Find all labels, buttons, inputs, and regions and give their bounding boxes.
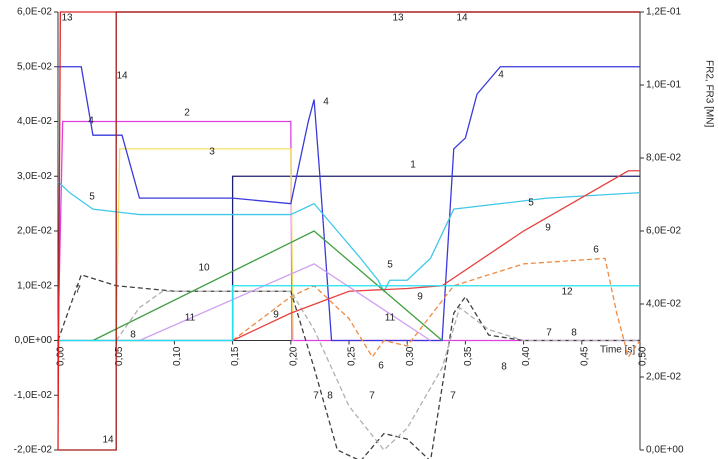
series-label: 8	[327, 391, 333, 402]
x-tick-label: 0,10	[172, 346, 183, 366]
x-tick-label: 0,20	[288, 346, 299, 366]
x-axis-label: Time [s]	[600, 345, 635, 356]
series-line	[58, 285, 640, 342]
y-tick-label: 3,0E-02	[17, 171, 52, 182]
y-tick-label: 1,0E-02	[17, 280, 52, 291]
x-tick-label: 0,00	[56, 346, 67, 366]
x-tick-label: 0,25	[347, 346, 358, 366]
y-tick-label: 0,0E+00	[14, 335, 52, 346]
x-tick-label: 0,30	[405, 346, 416, 366]
y2-tick-label: 2,0E-02	[646, 372, 681, 383]
series-label: 11	[385, 313, 396, 324]
series-label: 2	[184, 108, 190, 119]
x-tick-label: 0,05	[114, 346, 125, 366]
series-label: 13	[61, 13, 73, 24]
series-label: 7	[369, 391, 375, 402]
series-label: 8	[501, 362, 507, 373]
x-tick-label: 0,40	[521, 346, 532, 366]
y2-tick-label: 6,0E-02	[646, 226, 681, 237]
series-line	[57, 181, 641, 293]
series-label: 6	[593, 245, 599, 256]
series-line	[232, 170, 640, 342]
series-label: 12	[561, 287, 573, 298]
y2-tick-label: 1,0E-01	[646, 80, 681, 91]
series-label: 13	[392, 13, 404, 24]
series-label: 7	[75, 285, 81, 296]
series-line	[58, 66, 640, 342]
series-label: 4	[88, 116, 94, 127]
series-label: 9	[417, 292, 423, 303]
series-line	[57, 120, 640, 342]
series-label: 5	[89, 192, 95, 203]
y2-tick-label: 1,2E-01	[646, 7, 681, 18]
series-label: 6	[378, 361, 384, 372]
series-line	[58, 175, 640, 342]
series-label: 8	[571, 328, 577, 339]
series-label: 10	[198, 263, 210, 274]
series-label: 7	[450, 391, 456, 402]
series-label: 7	[546, 328, 552, 339]
y-tick-label: 4,0E-02	[17, 116, 52, 127]
y-tick-label: -1,0E-02	[14, 390, 53, 401]
y-tick-label: 5,0E-02	[17, 61, 52, 72]
series-label: 9	[545, 223, 551, 234]
series-line	[58, 11, 640, 451]
series-label: 14	[116, 71, 128, 82]
series-line	[139, 263, 431, 342]
series-line	[115, 290, 640, 451]
series-line	[57, 273, 640, 459]
series-label: 3	[209, 147, 215, 158]
series-line	[57, 11, 640, 451]
series-line	[115, 148, 294, 341]
x-tick-label: 0,35	[463, 346, 474, 366]
x-tick-label: 0,45	[579, 346, 590, 366]
series-label: 11	[185, 313, 196, 324]
series-label: 9	[273, 310, 279, 321]
x-tick-label: 0,50	[638, 346, 649, 366]
y2-axis-label: FR2, FR3 [MN]	[703, 60, 714, 127]
y-tick-label: 6,0E-02	[17, 7, 52, 18]
series-label: 5	[528, 198, 534, 209]
x-tick-label: 0,15	[230, 346, 241, 366]
y-tick-label: -2,0E-02	[14, 445, 53, 456]
y2-tick-label: 8,0E-02	[646, 153, 681, 164]
y2-tick-label: 4,0E-02	[646, 299, 681, 310]
series-label: 4	[323, 97, 329, 108]
series-label: 14	[102, 435, 114, 446]
series-label: 7	[313, 391, 319, 402]
series-label: 4	[498, 70, 504, 81]
series-line	[92, 230, 443, 342]
series-label: 1	[410, 160, 416, 171]
y-tick-label: 2,0E-02	[17, 226, 52, 237]
series-label: 8	[130, 330, 136, 341]
y2-tick-label: 0,0E+00	[646, 445, 684, 456]
series-label: 14	[456, 13, 468, 24]
series-label: 5	[387, 260, 393, 271]
